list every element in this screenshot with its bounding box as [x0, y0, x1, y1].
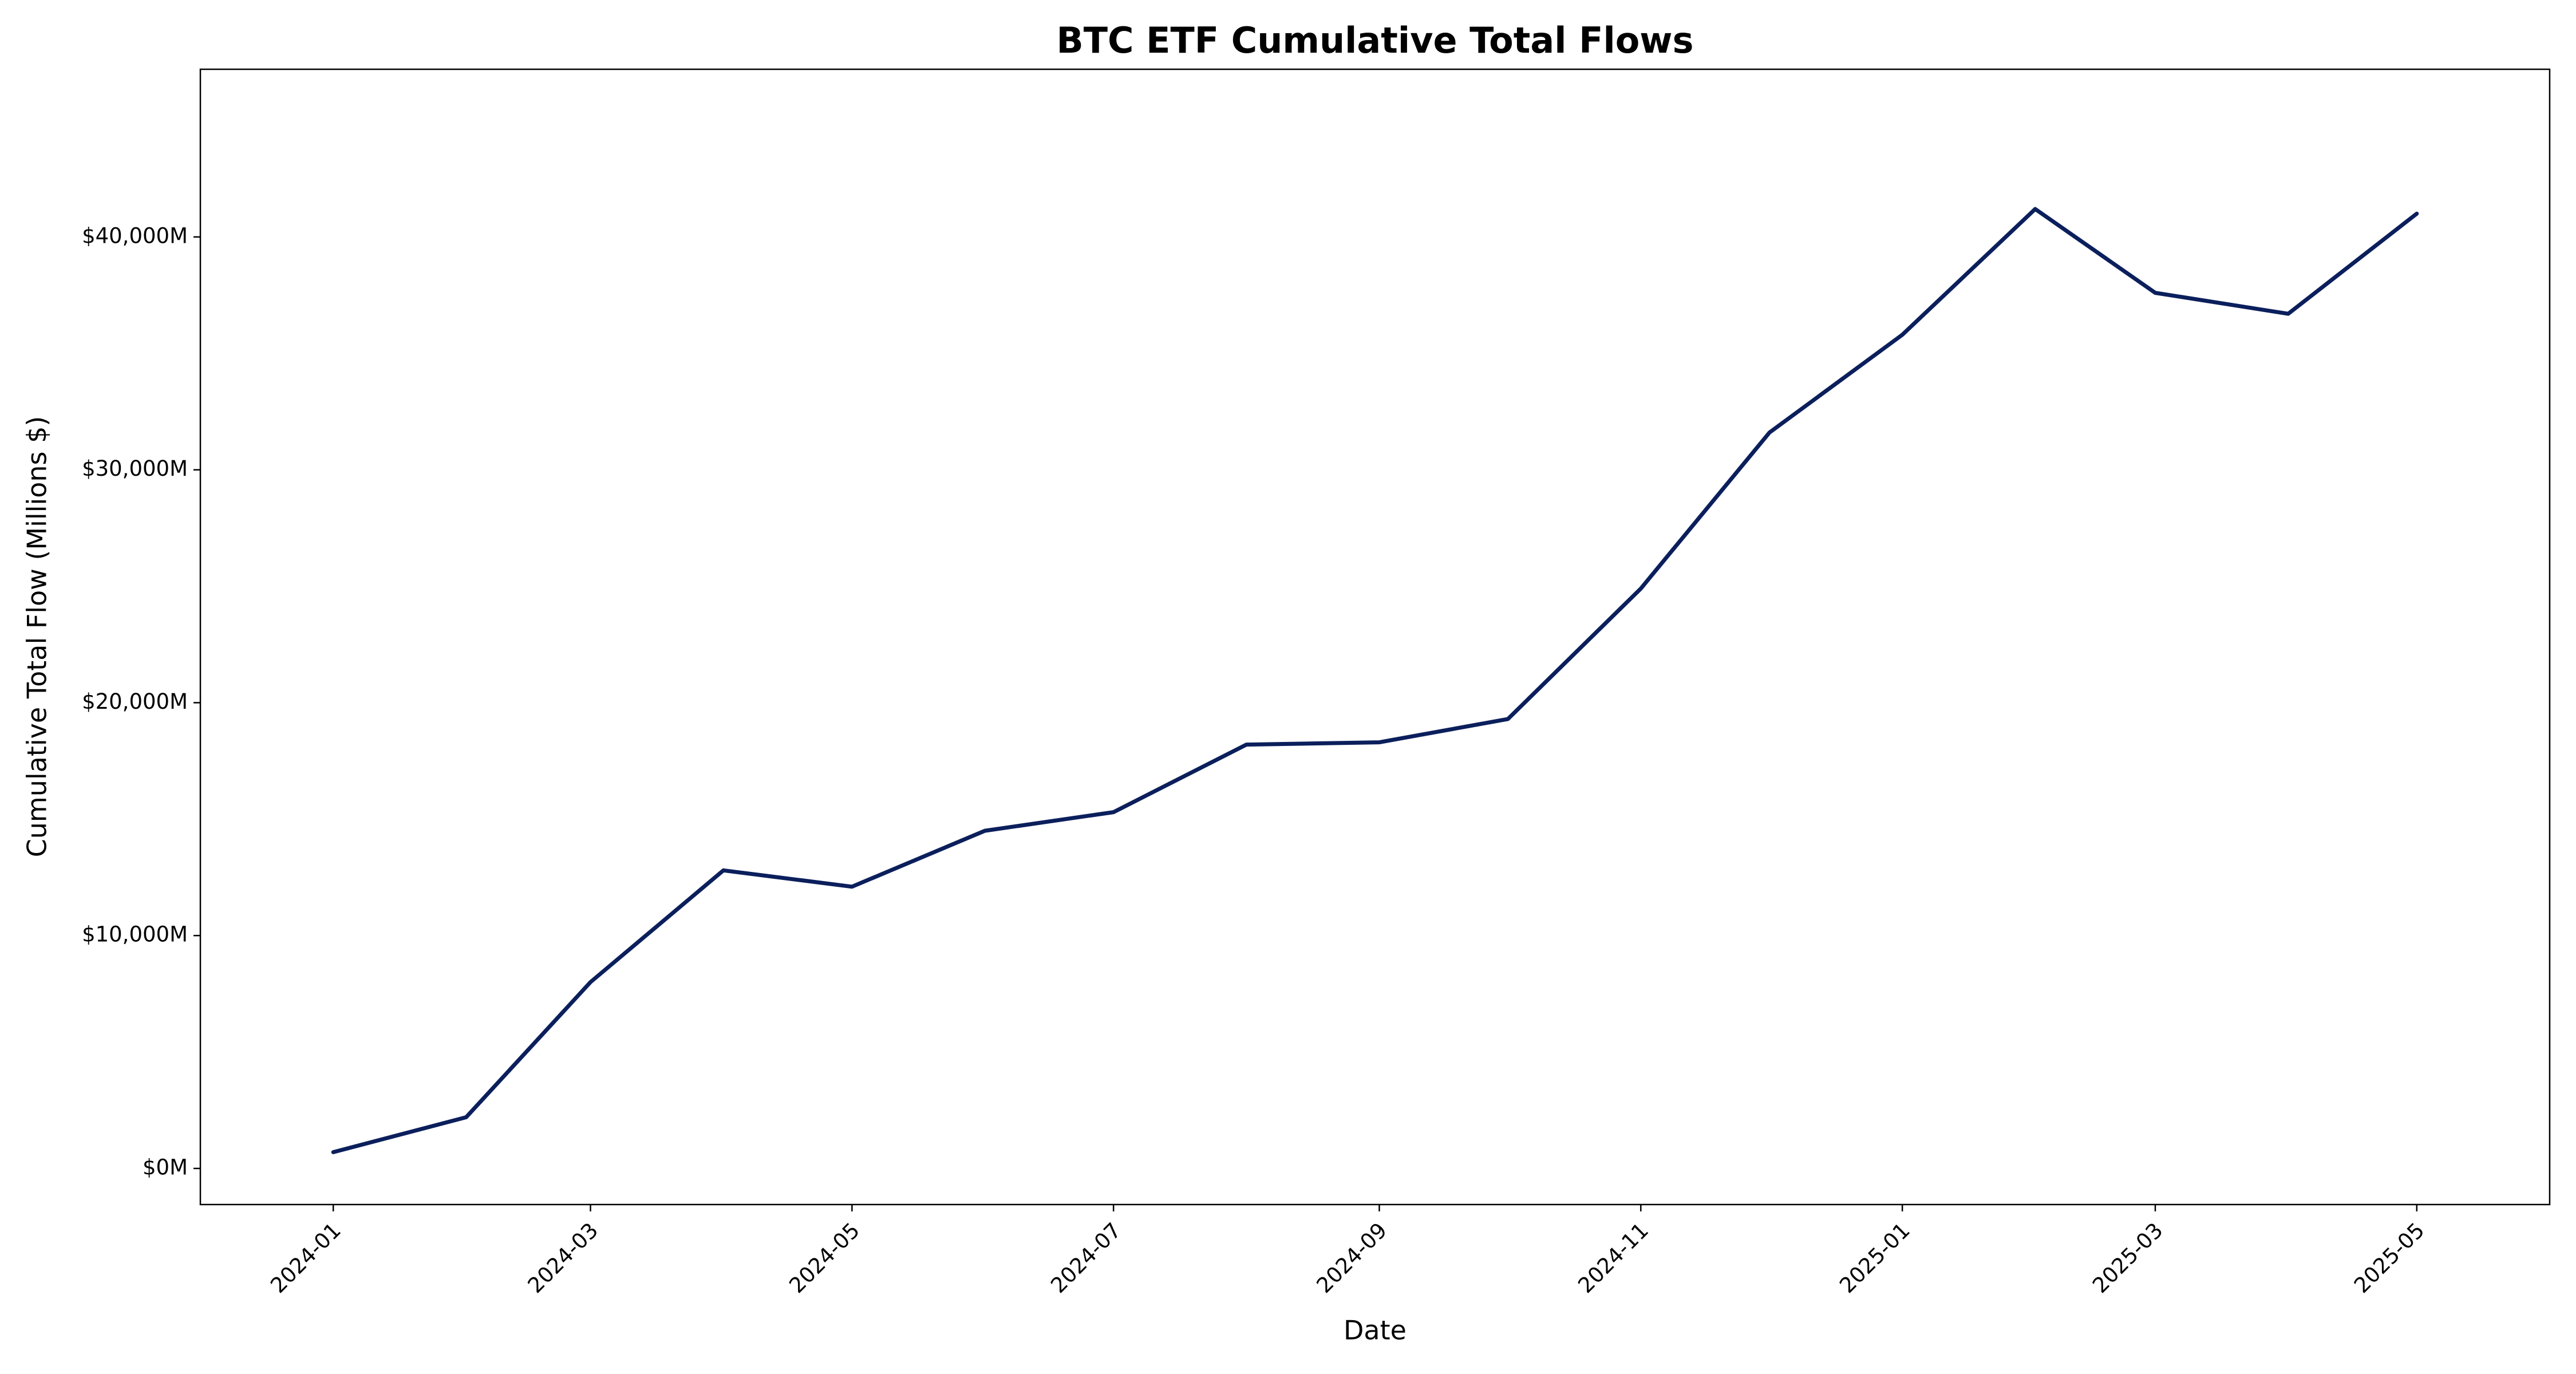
- y-axis-label: Cumulative Total Flow (Millions $): [22, 416, 53, 858]
- y-tick-label: $40,000M: [82, 223, 188, 248]
- y-tick-label: $30,000M: [82, 456, 188, 481]
- y-tick-label: $20,000M: [82, 689, 188, 714]
- data-line: [331, 207, 2419, 1154]
- chart-title: BTC ETF Cumulative Total Flows: [1057, 19, 1694, 61]
- plot-frame: [199, 68, 2551, 1206]
- y-tick-label: $0M: [143, 1155, 188, 1179]
- x-axis-label: Date: [1344, 1315, 1406, 1346]
- y-tick-label: $10,000M: [82, 922, 188, 947]
